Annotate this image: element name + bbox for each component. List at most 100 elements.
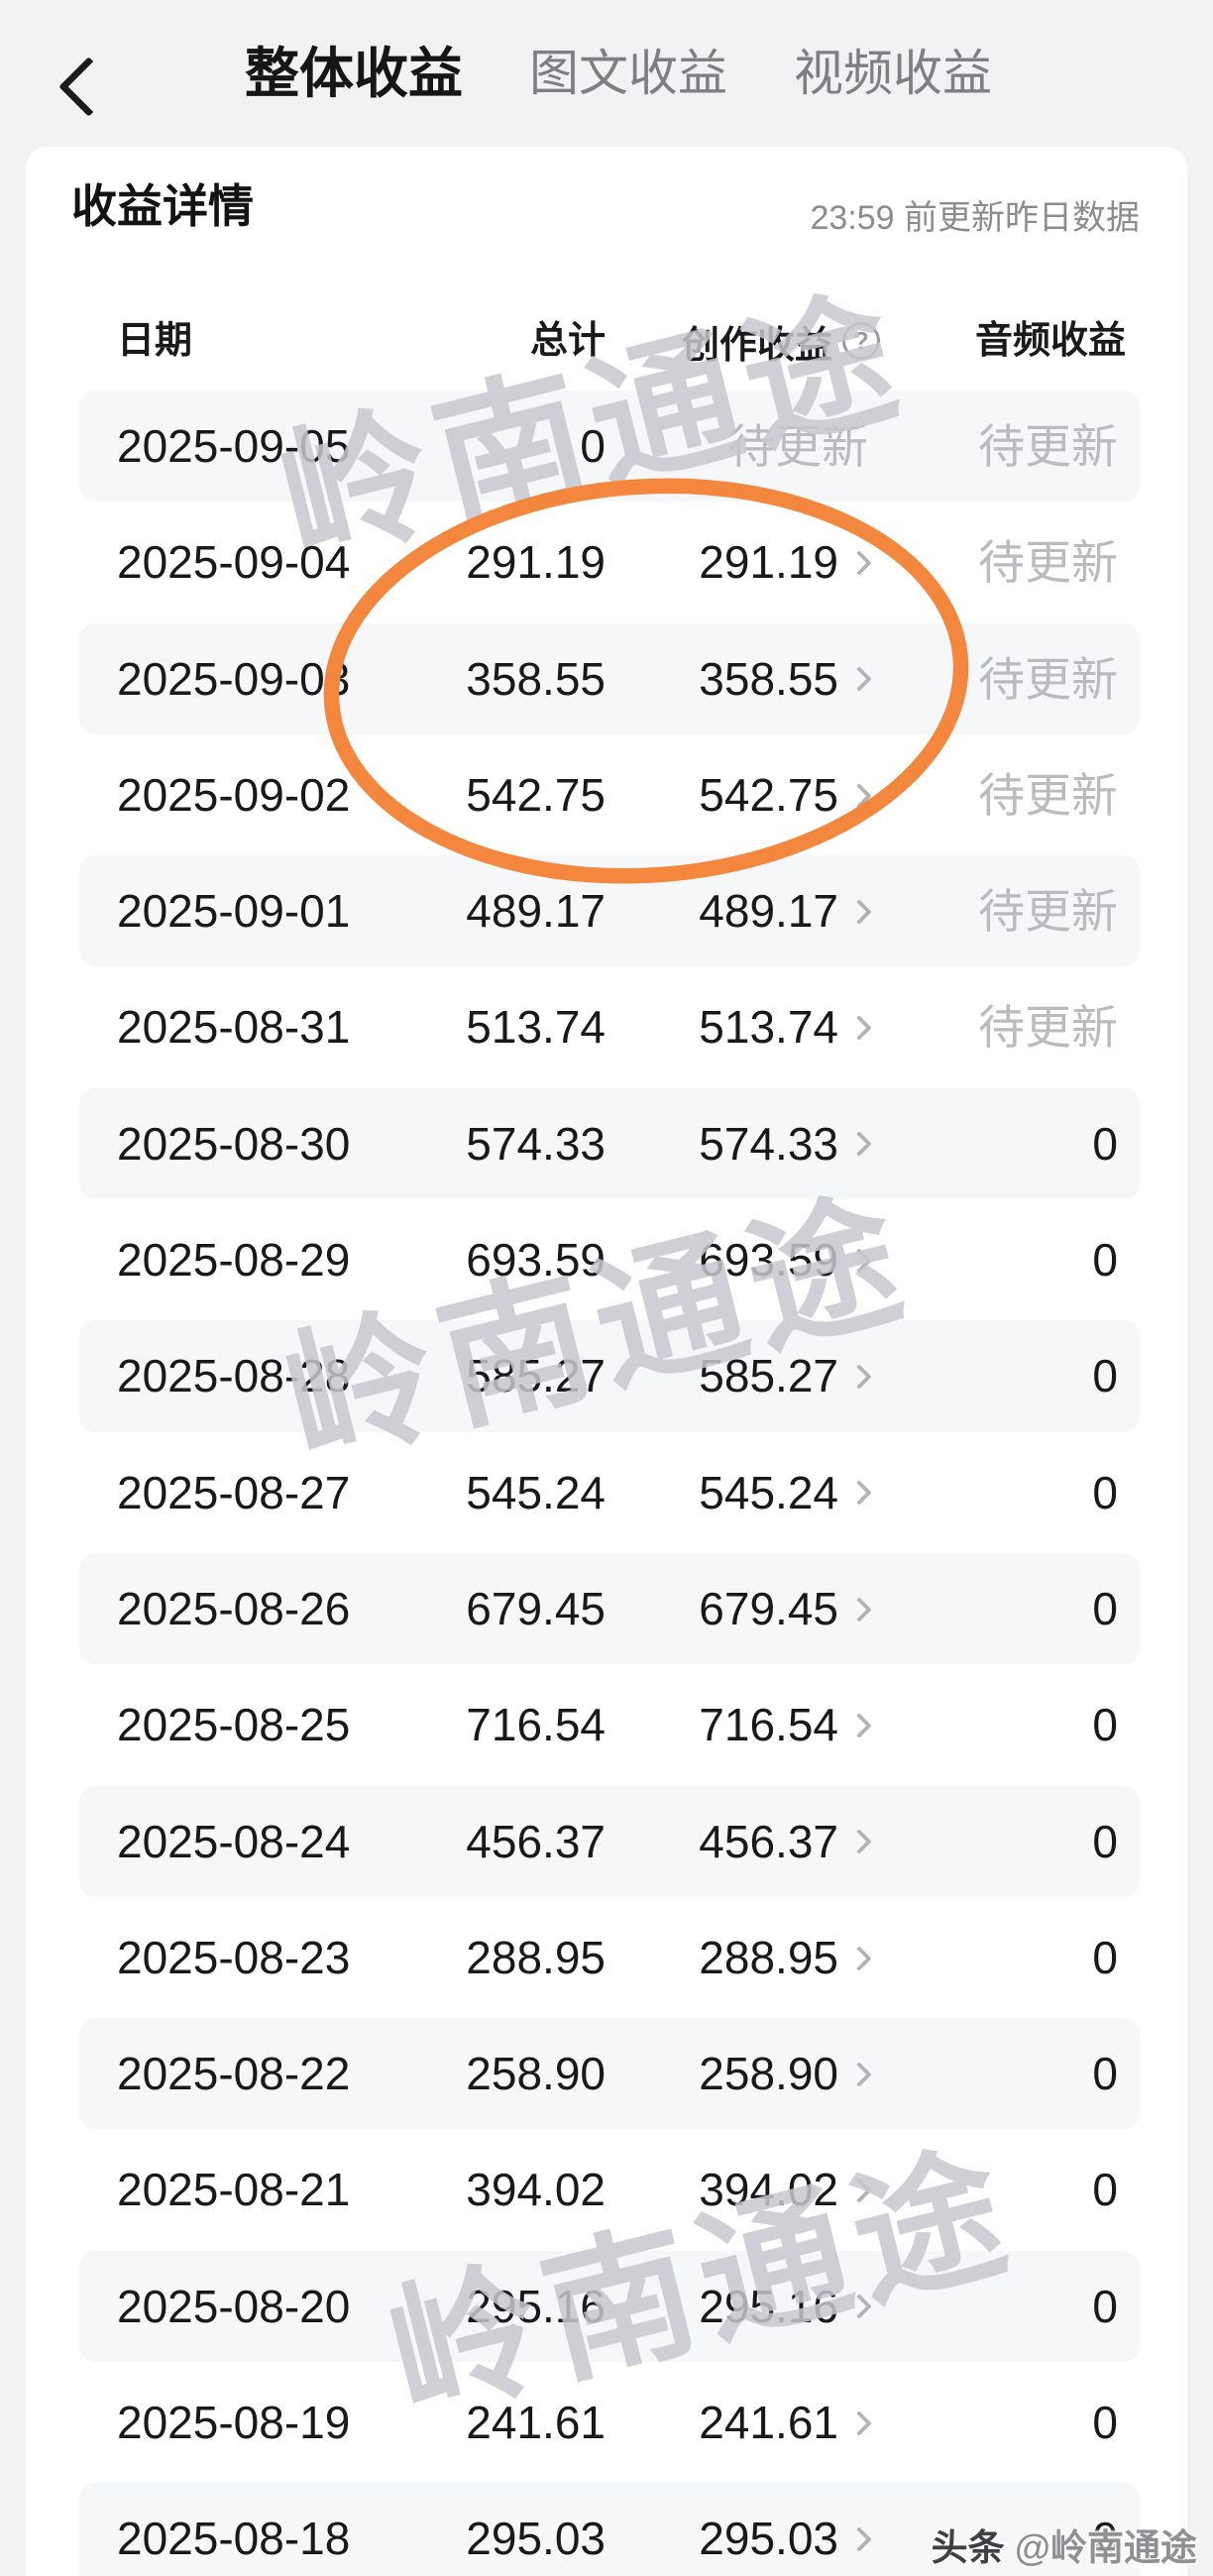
author-handle: @岭南通途 xyxy=(1014,2527,1197,2568)
cell-creation-income[interactable]: 585.27 xyxy=(699,1318,872,1434)
table-row: 2025-08-21 394.02 394.02 0 xyxy=(79,2132,1140,2248)
creation-income-value: 291.19 xyxy=(699,536,838,589)
cell-audio-income: 0 xyxy=(1092,1699,1118,1751)
income-detail-card: 收益详情 23:59 前更新昨日数据 日期 总计 创作收益 ? 音频收益 202… xyxy=(26,147,1187,2576)
chevron-right-icon xyxy=(846,1829,872,1854)
table-row: 2025-08-26 679.45 679.45 0 xyxy=(79,1551,1140,1667)
creation-income-value: 489.17 xyxy=(699,885,838,938)
cell-audio-income: 0 xyxy=(1092,1466,1118,1518)
table-row: 2025-09-03 358.55 358.55 待更新 xyxy=(79,621,1140,737)
cell-date: 2025-08-23 xyxy=(117,1931,351,1983)
cell-date: 2025-09-05 xyxy=(117,420,351,472)
cell-creation-income[interactable]: 258.90 xyxy=(699,2016,872,2132)
cell-audio-income: 0 xyxy=(1092,1350,1118,1402)
creation-income-value: 295.03 xyxy=(699,2513,838,2565)
tab-article-income[interactable]: 图文收益 xyxy=(529,46,728,101)
cell-date: 2025-08-25 xyxy=(117,1699,351,1751)
table-header: 日期 总计 创作收益 ? 音频收益 xyxy=(26,315,1187,367)
cell-audio-income: 0 xyxy=(1092,2280,1118,2332)
cell-total: 693.59 xyxy=(466,1234,606,1287)
cell-creation-income[interactable]: 241.61 xyxy=(699,2365,872,2481)
cell-total: 585.27 xyxy=(466,1350,606,1402)
creation-income-value: 394.02 xyxy=(699,2164,838,2216)
cell-creation-income[interactable]: 295.16 xyxy=(699,2249,872,2365)
cell-audio-income: 0 xyxy=(1092,2513,1118,2565)
cell-date: 2025-08-22 xyxy=(117,2048,351,2100)
creation-income-value: 585.27 xyxy=(699,1350,838,1402)
table-row: 2025-08-23 288.95 288.95 0 xyxy=(79,1900,1140,2016)
cell-creation-income[interactable]: 693.59 xyxy=(699,1202,872,1318)
help-icon[interactable]: ? xyxy=(842,322,880,360)
cell-date: 2025-08-26 xyxy=(117,1582,351,1634)
cell-creation-income[interactable]: 542.75 xyxy=(699,737,872,853)
creation-income-value: 716.54 xyxy=(699,1699,838,1751)
toutiao-author-watermark: 头条 @岭南通途 xyxy=(932,2518,1197,2571)
table-row: 2025-08-29 693.59 693.59 0 xyxy=(79,1202,1140,1318)
chevron-right-icon xyxy=(846,2526,872,2552)
cell-total: 358.55 xyxy=(466,652,606,705)
chevron-right-icon xyxy=(846,899,872,925)
cell-total: 513.74 xyxy=(466,1001,606,1054)
chevron-right-icon xyxy=(846,1015,872,1041)
tab-video-income[interactable]: 视频收益 xyxy=(794,46,993,101)
col-header-creation: 创作收益 ? xyxy=(682,315,880,367)
top-nav-bar: 整体收益 图文收益 视频收益 xyxy=(0,0,1213,147)
creation-income-value: 295.16 xyxy=(699,2280,838,2332)
cell-total: 288.95 xyxy=(466,1931,606,1983)
cell-total: 716.54 xyxy=(466,1699,606,1751)
table-row: 2025-08-22 258.90 258.90 0 xyxy=(79,2016,1140,2132)
cell-audio-income: 0 xyxy=(1092,1931,1118,1983)
cell-audio-income: 0 xyxy=(1092,2397,1118,2449)
cell-date: 2025-08-31 xyxy=(117,1001,351,1054)
cell-creation-income: 待更新 xyxy=(728,389,868,504)
cell-date: 2025-08-30 xyxy=(117,1117,351,1170)
creation-income-value: 513.74 xyxy=(699,1001,838,1054)
cell-creation-income[interactable]: 716.54 xyxy=(699,1667,872,1783)
cell-audio-income: 0 xyxy=(1092,1117,1118,1170)
cell-total: 456.37 xyxy=(466,1815,606,1867)
cell-total: 295.16 xyxy=(466,2280,606,2332)
col-header-creation-label: 创作收益 xyxy=(681,324,832,367)
chevron-right-icon xyxy=(846,666,872,692)
chevron-right-icon xyxy=(846,1247,872,1274)
cell-date: 2025-08-20 xyxy=(117,2280,351,2332)
creation-income-value: 693.59 xyxy=(699,1234,838,1287)
cell-audio-income: 待更新 xyxy=(978,768,1118,822)
cell-creation-income[interactable]: 489.17 xyxy=(699,853,872,969)
tab-overall-income[interactable]: 整体收益 xyxy=(245,42,464,104)
card-header: 收益详情 23:59 前更新昨日数据 xyxy=(26,147,1187,266)
table-row: 2025-09-05 0 待更新 待更新 xyxy=(79,389,1140,504)
cell-total: 0 xyxy=(580,420,606,472)
chevron-right-icon xyxy=(846,2178,872,2203)
table-row: 2025-08-30 574.33 574.33 0 xyxy=(79,1086,1140,1202)
cell-creation-income[interactable]: 295.03 xyxy=(699,2481,872,2576)
page-title: 收益详情 xyxy=(71,180,254,232)
cell-audio-income: 0 xyxy=(1092,1582,1118,1634)
chevron-right-icon xyxy=(846,1945,872,1971)
cell-date: 2025-08-19 xyxy=(117,2397,351,2449)
table-row: 2025-08-25 716.54 716.54 0 xyxy=(79,1667,1140,1783)
cell-creation-income[interactable]: 288.95 xyxy=(699,1900,872,2016)
cell-creation-income[interactable]: 574.33 xyxy=(699,1086,872,1202)
chevron-right-icon xyxy=(846,550,872,576)
cell-creation-income[interactable]: 545.24 xyxy=(699,1435,872,1551)
cell-creation-income[interactable]: 513.74 xyxy=(699,969,872,1085)
cell-creation-income[interactable]: 394.02 xyxy=(699,2132,872,2248)
chevron-right-icon xyxy=(846,2062,872,2087)
back-icon[interactable] xyxy=(58,56,119,117)
col-header-audio: 音频收益 xyxy=(974,320,1126,362)
chevron-right-icon xyxy=(846,782,872,809)
col-header-date: 日期 xyxy=(117,320,193,362)
cell-creation-income[interactable]: 291.19 xyxy=(699,504,872,620)
table-row: 2025-08-27 545.24 545.24 0 xyxy=(79,1435,1140,1551)
creation-income-value: 358.55 xyxy=(699,652,838,705)
cell-creation-income[interactable]: 456.37 xyxy=(699,1784,872,1900)
cell-total: 241.61 xyxy=(466,2397,606,2449)
cell-total: 679.45 xyxy=(466,1582,606,1634)
cell-creation-income[interactable]: 358.55 xyxy=(699,621,872,737)
cell-audio-income: 待更新 xyxy=(978,885,1118,939)
cell-audio-income: 0 xyxy=(1092,1815,1118,1867)
cell-total: 542.75 xyxy=(466,768,606,821)
cell-date: 2025-09-04 xyxy=(117,536,351,589)
cell-creation-income[interactable]: 679.45 xyxy=(699,1551,872,1667)
